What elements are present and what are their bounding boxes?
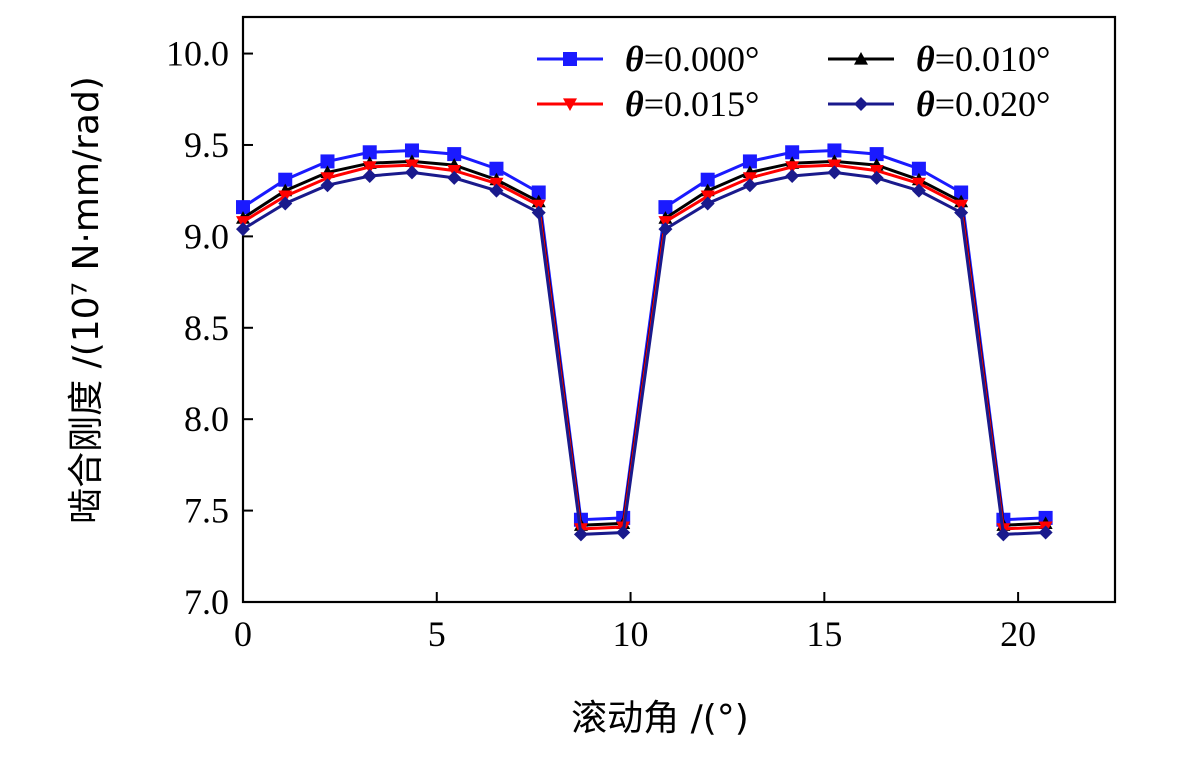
data-point (658, 200, 673, 215)
data-point (785, 145, 800, 160)
series-line (242, 148, 1046, 522)
data-point (954, 185, 969, 200)
data-point (489, 161, 504, 176)
legend-theta: θ (625, 84, 644, 124)
data-point (320, 154, 335, 169)
x-tick-label: 20 (1000, 614, 1036, 654)
series-0 (236, 143, 1053, 527)
data-point (236, 200, 250, 215)
legend-label: θ=0.010° (916, 39, 1050, 79)
data-point (827, 165, 842, 180)
legend-value: =0.000° (644, 39, 760, 79)
data-point (362, 169, 377, 184)
data-point (278, 196, 293, 211)
y-tick-label: 8.5 (184, 308, 229, 348)
y-tick-label: 7.5 (184, 491, 229, 531)
y-axis-title: 啮合刚度 /(10⁷ N·mm/rad) (66, 76, 107, 524)
data-point (278, 172, 293, 187)
x-tick-label: 10 (613, 614, 649, 654)
data-point (869, 170, 884, 185)
legend-value: =0.020° (935, 84, 1051, 124)
legend-marker (563, 52, 577, 66)
legend-item: θ=0.015° (537, 84, 759, 124)
series-3 (236, 165, 1053, 542)
legend-marker (563, 98, 577, 111)
data-point (996, 527, 1011, 542)
data-point (700, 172, 715, 187)
data-point (531, 185, 546, 200)
y-axis: 7.0 7.5 8.0 8.5 9.0 9.5 10.0 (166, 34, 253, 622)
data-point (362, 145, 377, 160)
data-point (447, 170, 462, 185)
x-tick-label: 5 (428, 614, 446, 654)
data-point (1038, 525, 1053, 540)
data-point (785, 169, 800, 184)
data-point (320, 178, 335, 193)
data-point (404, 143, 419, 158)
data-point (911, 183, 926, 198)
data-point (236, 222, 250, 237)
legend: θ=0.000° θ=0.010°θ=0.015° θ=0.020° (537, 39, 1050, 124)
data-point (531, 205, 546, 220)
legend-item: θ=0.000° (537, 39, 759, 79)
legend-item: θ=0.020° (828, 84, 1050, 124)
x-tick-label: 0 (234, 614, 252, 654)
data-point (489, 183, 504, 198)
data-point (869, 147, 884, 162)
data-point (362, 161, 377, 174)
data-point (573, 527, 588, 542)
legend-label: θ=0.015° (625, 84, 759, 124)
y-tick-label: 9.0 (184, 216, 229, 256)
y-tick-label: 8.0 (184, 399, 229, 439)
legend-theta: θ (625, 39, 644, 79)
series-line (242, 159, 1046, 527)
data-point (447, 147, 462, 162)
legend-value: =0.010° (935, 39, 1051, 79)
legend-value: =0.015° (644, 84, 760, 124)
y-tick-label: 10.0 (166, 34, 229, 74)
plot-frame (241, 15, 1117, 604)
data-point (742, 154, 757, 169)
legend-theta: θ (916, 84, 935, 124)
x-axis: 0 5 10 15 20 (234, 592, 1036, 654)
legend-theta: θ (916, 39, 935, 79)
x-axis-title: 滚动角 /(°) (571, 698, 749, 739)
data-point (785, 161, 800, 174)
legend-item: θ=0.010° (828, 39, 1050, 79)
data-point (827, 143, 842, 158)
legend-marker (854, 97, 868, 111)
series-line (242, 163, 1046, 531)
series-2 (236, 159, 1053, 536)
series-1 (236, 154, 1053, 531)
series-line (242, 170, 1046, 536)
series-layer (236, 143, 1053, 542)
data-point (911, 161, 926, 176)
data-point (658, 222, 673, 237)
data-point (700, 196, 715, 211)
x-tick-label: 15 (806, 614, 842, 654)
legend-label: θ=0.000° (625, 39, 759, 79)
y-tick-label: 9.5 (184, 125, 229, 165)
legend-label: θ=0.020° (916, 84, 1050, 124)
data-point (616, 525, 631, 540)
data-point (742, 178, 757, 193)
data-point (404, 165, 419, 180)
legend-marker (854, 52, 868, 65)
data-point (954, 205, 969, 220)
y-tick-label: 7.0 (184, 582, 229, 622)
